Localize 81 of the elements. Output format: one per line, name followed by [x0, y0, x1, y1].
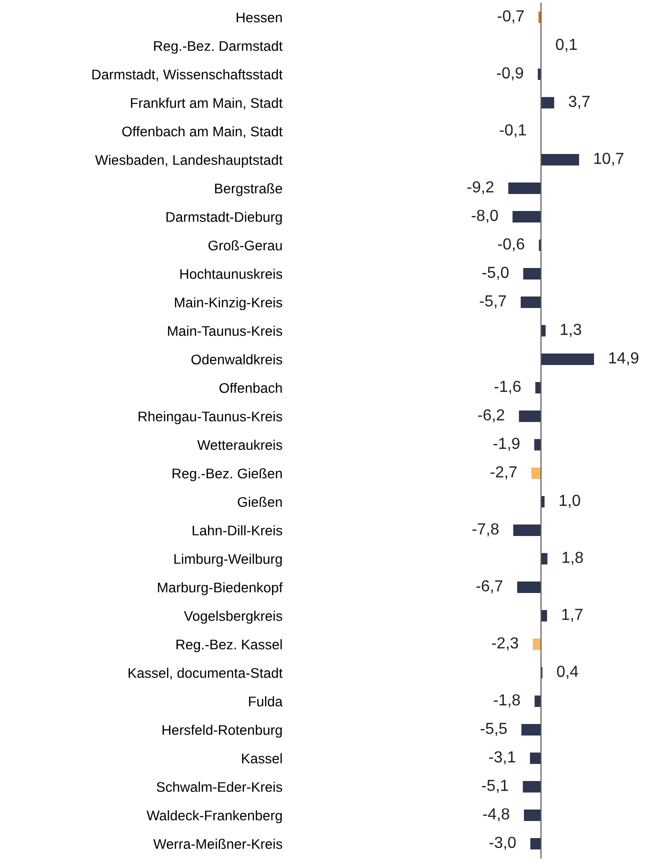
bar [522, 781, 541, 792]
data-label: -0,9 [496, 67, 524, 80]
y-tick-label: Wiesbaden, Landeshauptstadt [95, 154, 283, 168]
data-label: -6,7 [476, 580, 502, 594]
y-tick-label: Schwalm-Eder-Kreis [156, 782, 282, 792]
bar [534, 439, 541, 450]
y-tick-label: Reg.-Bez. Gießen [172, 468, 282, 482]
bar [520, 296, 541, 308]
y-tick-label: Gießen [238, 496, 282, 507]
data-label: 1,8 [562, 552, 583, 565]
y-tick-label: Werra-Meißner-Kreis [153, 838, 282, 849]
data-label: -0,1 [500, 124, 526, 138]
y-tick-label: Odenwaldkreis [191, 354, 282, 364]
data-label: -1,6 [494, 380, 521, 394]
y-tick-label: Main-Kinzig-Kreis [174, 297, 282, 310]
data-label: -3,1 [489, 751, 516, 764]
bar [530, 838, 541, 850]
y-tick-label: Lahn-Dill-Kreis [192, 525, 282, 536]
y-tick-label: Darmstadt-Dieburg [166, 212, 282, 225]
data-label: 1,7 [562, 608, 582, 622]
bar [534, 696, 541, 707]
bar [541, 354, 594, 365]
bar [513, 524, 541, 536]
y-tick-label: Offenbach [219, 382, 282, 393]
bar [512, 211, 541, 222]
bar [541, 610, 548, 622]
data-label: -2,3 [492, 637, 518, 650]
y-tick-label: Darmstadt, Wissenschaftsstadt [92, 69, 283, 82]
bar [532, 638, 541, 650]
bar [541, 154, 580, 166]
bar [530, 752, 541, 764]
bar [521, 724, 541, 736]
data-label: 0,1 [556, 38, 577, 52]
data-label: 10,7 [594, 152, 624, 166]
bar [524, 810, 541, 821]
bar [541, 553, 548, 564]
data-label: 3,7 [568, 96, 590, 109]
data-label: -0,6 [498, 238, 524, 252]
data-label: 1,0 [560, 494, 580, 508]
data-label: -3,0 [490, 836, 516, 850]
data-label: -7,8 [472, 523, 499, 536]
data-label: -4,8 [483, 808, 510, 822]
y-tick-label: Frankfurt am Main, Stadt [130, 98, 283, 110]
data-label: -6,2 [478, 409, 504, 422]
y-tick-label: Marburg-Biedenkopf [158, 582, 283, 596]
y-tick-label: Fulda [249, 696, 283, 706]
data-label: -5,0 [482, 266, 509, 280]
y-tick-label: Offenbach am Main, Stadt [122, 126, 283, 138]
y-tick-label: Bergstraße [215, 183, 282, 196]
y-tick-label: Limburg-Weilburg [174, 554, 282, 567]
data-label: -0,7 [498, 10, 524, 24]
bar [531, 468, 541, 479]
y-tick-label: Main-Taunus-Kreis [168, 326, 282, 336]
bar [541, 97, 554, 108]
y-tick-label: Kassel, documenta-Stadt [128, 668, 283, 680]
y-tick-label: Wetteraukreis [197, 440, 282, 450]
y-tick-label: Hochtaunuskreis [180, 268, 282, 279]
data-label: -8,0 [472, 210, 498, 223]
y-tick-label: Hersfeld-Rotenburg [162, 724, 282, 738]
data-label: 14,9 [609, 352, 638, 366]
y-tick-label: Kassel [242, 753, 282, 764]
data-label: -2,7 [490, 466, 517, 480]
data-label: 0,4 [557, 666, 578, 679]
data-label: -1,8 [494, 694, 520, 708]
bar [523, 268, 541, 280]
data-label: -1,9 [493, 438, 520, 451]
bar [517, 582, 541, 593]
y-tick-label: Groß-Gerau [208, 240, 282, 250]
bar [508, 182, 541, 194]
y-tick-label: Reg.-Bez. Kassel [176, 639, 282, 652]
data-label: -5,5 [480, 722, 507, 736]
y-tick-label: Hessen [236, 12, 282, 22]
y-tick-label: Vogelsbergkreis [184, 610, 282, 624]
data-label: 1,3 [560, 324, 582, 337]
y-tick-label: Waldeck-Frankenberg [146, 810, 282, 824]
data-label: -5,1 [482, 780, 508, 793]
y-tick-label: Rheingau-Taunus-Kreis [138, 411, 282, 424]
y-tick-label: Reg.-Bez. Darmstadt [154, 40, 283, 54]
bar [518, 410, 541, 422]
data-label: -5,7 [480, 295, 506, 308]
data-label: -9,2 [467, 181, 494, 194]
